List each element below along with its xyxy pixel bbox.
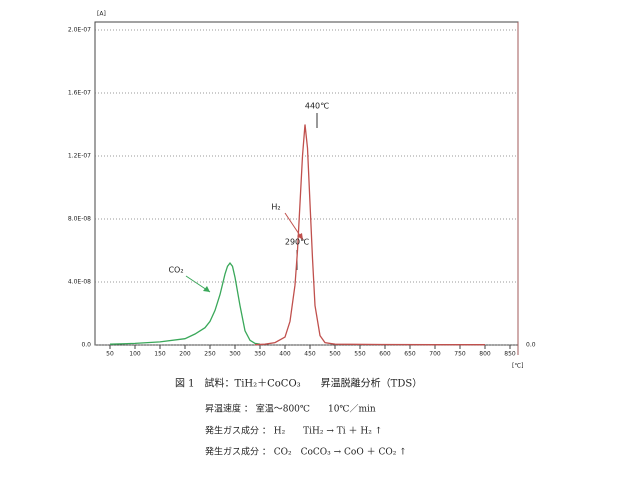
arrow-head xyxy=(203,286,210,292)
y-tick-label: 1.2E-07 xyxy=(68,153,91,160)
x-tick-label: 350 xyxy=(254,351,266,358)
x-tick-label: 50 xyxy=(106,351,114,358)
series-line xyxy=(254,124,485,346)
x-tick-label: 650 xyxy=(404,351,416,358)
x-tick-label: 100 xyxy=(129,351,141,358)
annotation: CO₂ xyxy=(168,266,183,275)
x-tick-label: 450 xyxy=(304,351,316,358)
caption-line: 昇温速度 ： 室温～800℃ 10℃／min xyxy=(205,403,376,415)
y-tick-label: 8.0E-08 xyxy=(68,216,91,223)
annotation: H₂ xyxy=(271,203,280,212)
x-tick-label: 400 xyxy=(279,351,291,358)
arrow-head xyxy=(297,233,303,240)
y-tick-label: 0.0 xyxy=(81,342,91,349)
x-tick-label: 700 xyxy=(429,351,441,358)
x-tick-label: 200 xyxy=(179,351,191,358)
x-tick-label: 250 xyxy=(204,351,216,358)
annotation: 440℃ xyxy=(305,102,329,111)
y-axis-label: [A] xyxy=(97,11,106,18)
x-tick-label: 850 xyxy=(504,351,516,358)
y-tick-label: 2.0E-07 xyxy=(68,27,91,34)
caption-line: 図 1 試料：TiH₂＋CoCO₃ 昇温脱離分析（TDS） xyxy=(175,377,422,390)
caption-line: 発生ガス成分 ： CO₂ CoCO₃ → CoO ＋ CO₂ ↑ xyxy=(205,446,407,458)
x-tick-label: 600 xyxy=(379,351,391,358)
series-line xyxy=(109,262,261,345)
annotation: 0.0 xyxy=(526,342,536,349)
x-tick-label: 750 xyxy=(454,351,466,358)
y-tick-label: 1.6E-07 xyxy=(68,90,91,97)
plot-frame xyxy=(94,21,519,346)
x-tick-label: 500 xyxy=(329,351,341,358)
caption-line: 発生ガス成分 ： H₂ TiH₂ → Ti ＋ H₂ ↑ xyxy=(205,425,382,437)
x-axis-label: [℃] xyxy=(512,363,523,370)
x-tick-label: 550 xyxy=(354,351,366,358)
x-tick-label: 800 xyxy=(479,351,491,358)
y-tick-label: 4.0E-08 xyxy=(68,279,91,286)
x-tick-label: 300 xyxy=(229,351,241,358)
x-tick-label: 150 xyxy=(154,351,166,358)
annotation: 290℃ xyxy=(285,238,309,247)
